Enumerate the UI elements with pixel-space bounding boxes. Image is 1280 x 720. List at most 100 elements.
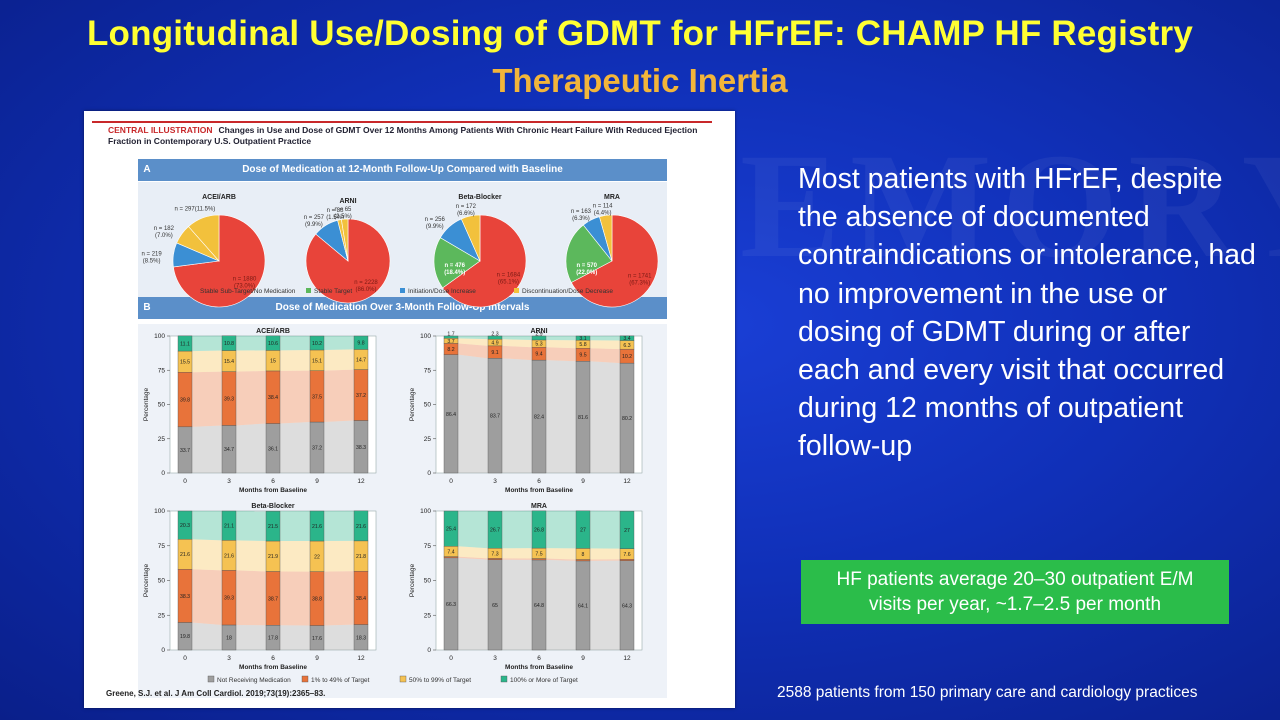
flow-band-2-3-3 <box>324 510 354 542</box>
bar-value-2-3-3: 21.6 <box>312 524 322 530</box>
y-tick-label-3-75: 75 <box>424 543 432 550</box>
pie-label-0-0: n = 1880 (73.0%) <box>233 277 257 290</box>
flow-band-2-1-1 <box>236 570 266 626</box>
bar-value-0-0-3: 11.1 <box>180 341 190 347</box>
panel-b-title: Dose of Medication Over 3-Month Follow-U… <box>275 302 530 313</box>
flow-band-3-0-1 <box>458 556 488 560</box>
body-text: Most patients with HFrEF, despite the ab… <box>798 163 1256 463</box>
flow-band-1-3-1 <box>590 348 620 364</box>
bar-value-3-4-3: 27 <box>624 528 630 534</box>
bar-value-1-1-1: 9.1 <box>491 350 498 356</box>
bar-value-0-0-1: 39.8 <box>180 398 190 404</box>
flow-band-3-3-0 <box>590 560 620 650</box>
bar-value-3-3-3: 27 <box>580 528 586 534</box>
bar-value-3-2-3: 26.8 <box>534 527 544 533</box>
x-axis-label-0: Months from Baseline <box>239 487 307 494</box>
pie-label-1-2: n = 257 (9.9%) <box>304 215 325 228</box>
pie-legend-swatch-0 <box>192 288 197 293</box>
panel-a-title: Dose of Medication at 12-Month Follow-Up… <box>242 164 563 175</box>
bar-legend-label-3: 100% or More of Target <box>510 677 578 684</box>
bar-value-1-0-2: 3.7 <box>447 339 454 345</box>
figure-title: CENTRAL ILLUSTRATION Changes in Use and D… <box>108 125 708 147</box>
bar-value-2-1-1: 39.3 <box>224 596 234 602</box>
y-tick-label-3-25: 25 <box>424 612 432 619</box>
bar-value-0-0-0: 33.7 <box>180 448 190 454</box>
panel-b-letter: B <box>143 302 151 313</box>
y-tick-label-0-50: 50 <box>158 402 166 409</box>
panel-b-header: B Dose of Medication Over 3-Month Follow… <box>138 297 667 319</box>
y-axis-label-1: Percentage <box>409 387 416 421</box>
bar-value-1-1-0: 83.7 <box>490 414 500 420</box>
flow-band-3-3-2 <box>590 548 620 560</box>
bar-value-3-1-2: 7.3 <box>491 551 498 557</box>
flow-band-0-0-3 <box>192 335 222 352</box>
bar-value-3-2-2: 7.5 <box>535 551 542 557</box>
y-axis-label-0: Percentage <box>143 387 150 421</box>
pie-slice-0-4 <box>188 214 220 262</box>
bar-value-3-0-2: 7.4 <box>447 549 454 555</box>
watermark-text: EMORY <box>740 123 1280 289</box>
panel-a-header: A Dose of Medication at 12-Month Follow-… <box>138 159 667 181</box>
flow-band-1-2-3 <box>546 336 576 341</box>
bar-value-2-2-2: 21.9 <box>268 554 278 560</box>
bar-value-1-4-3: 3.4 <box>623 336 630 342</box>
flow-band-2-2-1 <box>280 571 310 626</box>
pie-label-0-3: n = 182 (7.0%) <box>154 226 175 239</box>
bar-value-3-1-3: 26.7 <box>490 528 500 534</box>
pie-label-2-2: n = 256 (9.9%) <box>425 217 446 230</box>
flow-band-0-0-1 <box>192 371 222 427</box>
flow-band-1-0-3 <box>458 336 488 340</box>
bar-legend-swatch-1 <box>301 675 309 683</box>
flow-band-2-2-0 <box>280 625 310 650</box>
bar-value-1-3-1: 9.5 <box>579 353 586 359</box>
flow-band-1-0-1 <box>458 343 488 359</box>
y-tick-label-3-0: 0 <box>427 647 431 654</box>
bar-seg-1-4-3 <box>619 335 635 341</box>
bar-value-1-0-3: 1.7 <box>447 332 454 338</box>
bar-seg-0-1-3 <box>221 335 237 351</box>
x-tick-label-1-1: 3 <box>493 478 497 485</box>
pie-slice-2-1 <box>433 237 481 289</box>
flow-band-2-0-1 <box>192 569 222 625</box>
pie-legend-label-2: Initiation/Dose Increase <box>408 288 476 295</box>
bar-value-2-4-2: 21.8 <box>356 554 366 560</box>
flow-band-2-0-2 <box>192 539 222 571</box>
bar-seg-1-0-3 <box>443 335 459 339</box>
bar-value-1-2-3: 2.9 <box>535 332 542 338</box>
x-axis-label-1: Months from Baseline <box>505 487 573 494</box>
bar-legend-swatch-2 <box>399 675 407 683</box>
pie-title-2: Beta-Blocker <box>458 194 501 201</box>
bar-legend-label-1: 1% to 49% of Target <box>311 677 370 684</box>
bar-seg-2-4-3 <box>353 510 369 542</box>
pie-title-0: ACEI/ARB <box>202 194 236 201</box>
bar-legend-swatch-3 <box>500 675 508 683</box>
flow-band-2-3-1 <box>324 571 354 626</box>
bar-legend-label-2: 50% to 99% of Target <box>409 677 471 684</box>
bar-value-2-3-1: 38.8 <box>312 597 322 603</box>
flow-band-0-3-0 <box>324 420 354 473</box>
bar-value-2-0-0: 19.8 <box>180 634 190 640</box>
bar-value-0-4-0: 38.3 <box>356 445 366 451</box>
bar-chart-title-1: ARNI <box>530 328 547 335</box>
bar-value-0-1-0: 34.7 <box>224 447 234 453</box>
flow-band-2-0-0 <box>192 622 222 650</box>
bar-seg-3-3-3 <box>575 510 591 549</box>
flow-band-2-2-2 <box>280 541 310 572</box>
pie-label-0-4: n = 297(11.5%) <box>175 207 216 213</box>
bar-value-0-4-1: 37.2 <box>356 393 366 399</box>
flow-band-1-3-2 <box>590 340 620 350</box>
y-tick-label-0-75: 75 <box>158 367 166 374</box>
bar-value-2-2-1: 38.7 <box>268 596 278 602</box>
flow-band-0-3-2 <box>324 349 354 371</box>
bar-chart-title-0: ACEI/ARB <box>256 328 290 335</box>
pie-legend-label-3: Discontinuation/Dose Decrease <box>522 288 613 295</box>
bar-seg-1-2-3 <box>531 335 547 341</box>
bar-value-0-4-2: 14.7 <box>356 357 366 363</box>
flow-band-3-0-3 <box>458 511 488 549</box>
bar-seg-3-0-3 <box>443 510 459 547</box>
pie-legend-swatch-3 <box>514 288 519 293</box>
figure-charts: ACEI/ARB n = 1880 (73.0%) n = 219 (8.5%) n = … <box>142 194 659 684</box>
pie-slice-1-4 <box>341 218 349 262</box>
citation: Greene, S.J. et al. J Am Coll Cardiol. 2… <box>106 689 326 698</box>
pie-label-3-3: n = 114 (4.4%) <box>593 204 613 217</box>
